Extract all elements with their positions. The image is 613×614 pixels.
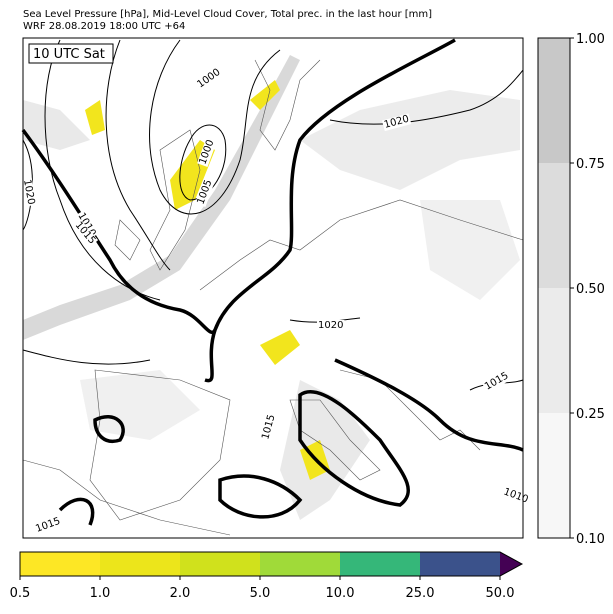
contour-label-bg (20, 177, 37, 207)
cloud-areas (23, 55, 520, 520)
cbar-seg (538, 288, 570, 413)
cbar-seg (538, 413, 570, 538)
isobar-1015 (21, 38, 524, 526)
cbar-tick-label: 0.10 (576, 532, 605, 547)
cbar-tick-label: 0.50 (576, 282, 605, 297)
pbar-seg (260, 552, 340, 576)
cbar-tick-label: 0.25 (576, 407, 605, 422)
contour-label-bg (381, 113, 412, 132)
pbar-tick-label: 25.0 (406, 586, 435, 601)
time-box (28, 43, 114, 64)
pbar-seg (180, 552, 260, 576)
pbar-tick-label: 0.5 (10, 586, 31, 601)
contour-label-bg (260, 412, 278, 442)
cbar-seg (538, 38, 570, 163)
contour-label-bg (33, 515, 63, 536)
contour-label-bg (482, 369, 512, 394)
contour-label-bg (195, 177, 215, 207)
contour-label-bg (72, 219, 99, 248)
map-frame (22, 37, 524, 539)
contour-label-bg (197, 137, 217, 167)
contour-label-bg (194, 66, 224, 92)
contour-label: 1020 (318, 320, 343, 331)
cbar-seg (538, 163, 570, 288)
pbar-seg (420, 552, 500, 576)
pbar-extend (500, 552, 522, 576)
pbar-seg (100, 552, 180, 576)
title-line: Sea Level Pressure [hPa], Mid-Level Clou… (23, 9, 432, 20)
pbar-frame (19, 551, 524, 577)
contour-label-bg (74, 210, 99, 240)
map: 1000100010051010101510201020102010151015… (20, 37, 531, 539)
cbar-tick-label: 1.00 (576, 32, 605, 47)
pbar-tick-label: 2.0 (170, 586, 191, 601)
contour-label: 1020 (21, 179, 36, 206)
precip-colorbar: 0.5 1.0 2.0 5.0 10.0 25.0 50.0 (10, 551, 524, 601)
subtitle-line: WRF 28.08.2019 18:00 UTC +64 (23, 21, 185, 32)
cloud-colorbar: 1.00 0.75 0.50 0.25 0.10 (537, 32, 605, 547)
pbar-tick-label: 1.0 (90, 586, 111, 601)
time-label: 10 UTC Sat (33, 47, 105, 62)
pbar-tick-label: 5.0 (250, 586, 271, 601)
pbar-tick-label: 50.0 (486, 586, 515, 601)
pbar-seg (340, 552, 420, 576)
pbar-seg (20, 552, 100, 576)
pbar-tick-label: 10.0 (326, 586, 355, 601)
isobars (22, 39, 524, 391)
cbar-tick-label: 0.75 (576, 157, 605, 172)
contour-label-bg (317, 320, 345, 331)
